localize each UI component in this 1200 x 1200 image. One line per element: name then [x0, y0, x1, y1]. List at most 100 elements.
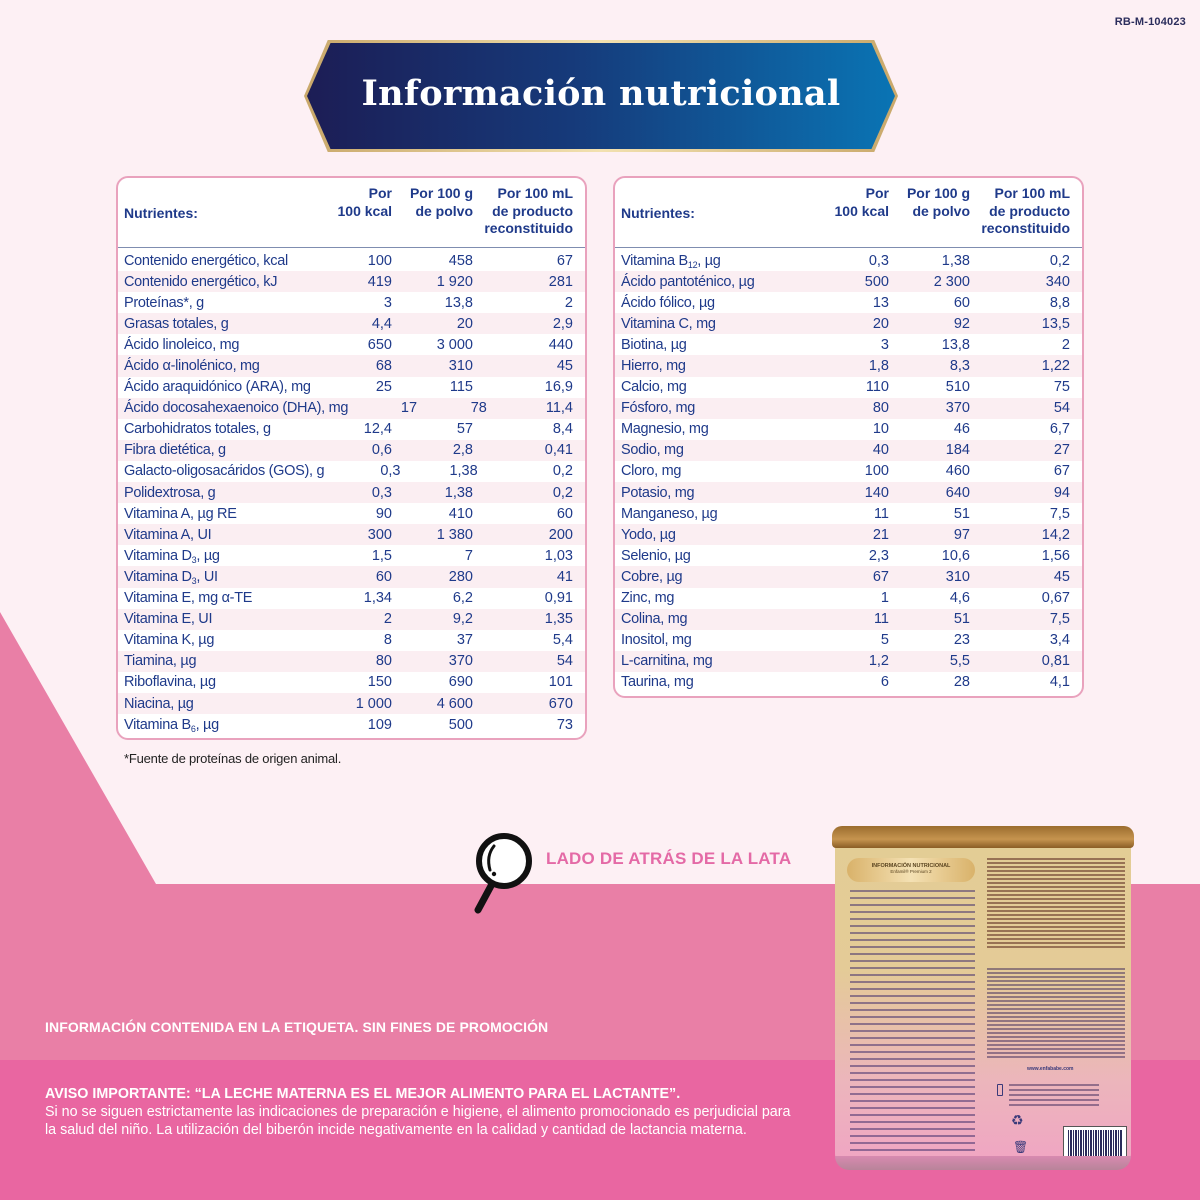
- nutrient-name: Fibra dietética, g: [124, 442, 226, 459]
- table-row: Ácido linoleico, mg 650 3 000 440: [118, 334, 585, 355]
- notice-title: AVISO IMPORTANTE: “LA LECHE MATERNA ES E…: [45, 1086, 681, 1102]
- nutrient-name: Hierro, mg: [621, 358, 686, 375]
- nutrient-name: Carbohidratos totales, g: [124, 421, 271, 438]
- can-bottom-rim: [835, 1156, 1131, 1170]
- table-row: Inositol, mg 5 23 3,4: [615, 630, 1082, 651]
- table-row: Magnesio, mg 10 46 6,7: [615, 419, 1082, 440]
- value-per-100g: 310: [945, 568, 970, 585]
- value-per-100ml: 27: [1053, 442, 1070, 459]
- table-row: Ácido α-linolénico, mg 68 310 45: [118, 355, 585, 377]
- header-per-kcal: Por 100 kcal: [834, 185, 890, 219]
- value-per-100g: 92: [953, 315, 970, 332]
- table-row: Manganeso, µg 11 51 7,5: [615, 503, 1082, 524]
- label-info-disclaimer: INFORMACIÓN CONTENIDA EN LA ETIQUETA. SI…: [45, 1019, 549, 1035]
- value-per-kcal: 2: [383, 611, 392, 628]
- value-per-100ml: 7,5: [1049, 505, 1070, 522]
- table-row: Selenio, µg 2,3 10,6 1,56: [615, 545, 1082, 566]
- footnote: *Fuente de proteínas de origen animal.: [124, 751, 342, 766]
- nutrient-name: Vitamina A, UI: [124, 526, 212, 543]
- value-per-100g: 3 000: [436, 336, 473, 353]
- value-per-kcal: 10: [872, 421, 889, 438]
- value-per-kcal: 8: [383, 632, 392, 649]
- reference-code: RB-M-104023: [1114, 16, 1186, 28]
- value-per-100g: 46: [953, 421, 970, 438]
- nutrient-name: Ácido araquidónico (ARA), mg: [124, 379, 311, 396]
- value-per-kcal: 5: [880, 632, 889, 649]
- value-per-100g: 510: [945, 379, 970, 396]
- nutrient-name: Vitamina D3, µg: [124, 547, 220, 565]
- value-per-kcal: 0,3: [371, 484, 392, 501]
- table-row: Vitamina A, µg RE 90 410 60: [118, 503, 585, 524]
- value-per-100ml: 101: [548, 674, 573, 691]
- value-per-100ml: 440: [548, 336, 573, 353]
- value-per-kcal: 4,4: [371, 315, 392, 332]
- value-per-100g: 460: [945, 463, 970, 480]
- value-per-kcal: 1,2: [868, 653, 889, 670]
- nutrient-name: Potasio, mg: [621, 484, 695, 501]
- table-row: Ácido pantoténico, µg 500 2 300 340: [615, 271, 1082, 293]
- value-per-100ml: 5,4: [552, 632, 573, 649]
- nutrient-name: Fósforo, mg: [621, 400, 696, 417]
- table-row: Vitamina B12, µg 0,3 1,38 0,2: [615, 250, 1082, 271]
- value-per-kcal: 500: [864, 273, 889, 290]
- barcode-bars: [1068, 1130, 1122, 1156]
- table-row: Vitamina B6, µg 109 500 73: [118, 714, 585, 735]
- header-per-kcal: Por 100 kcal: [337, 185, 393, 219]
- value-per-100ml: 45: [1053, 568, 1070, 585]
- nutrient-name: Tiamina, µg: [124, 653, 197, 670]
- value-per-kcal: 100: [864, 463, 889, 480]
- trash-bin-icon: 🗑: [1013, 1140, 1029, 1154]
- value-per-100ml: 11,4: [545, 400, 573, 417]
- nutrition-table-right: Nutrientes: Por 100 kcal Por 100 g de po…: [613, 176, 1084, 698]
- value-per-100ml: 13,5: [1041, 315, 1070, 332]
- value-per-100ml: 1,35: [544, 611, 573, 628]
- table-row: Riboflavina, µg 150 690 101: [118, 672, 585, 693]
- value-per-100g: 2 300: [933, 273, 970, 290]
- can-lid: [832, 826, 1134, 848]
- value-per-100ml: 0,2: [552, 463, 573, 480]
- table-body: Contenido energético, kcal 100 458 67 Conten…: [118, 248, 585, 738]
- nutrient-name: Polidextrosa, g: [124, 484, 216, 501]
- value-per-kcal: 25: [375, 379, 392, 396]
- nutrient-name: Ácido pantoténico, µg: [621, 273, 755, 290]
- table-row: Contenido energético, kJ 419 1 920 281: [118, 271, 585, 293]
- value-per-100g: 640: [945, 484, 970, 501]
- value-per-100ml: 2: [1061, 336, 1070, 353]
- nutrient-name: Niacina, µg: [124, 695, 194, 712]
- value-per-kcal: 419: [367, 273, 392, 290]
- value-per-kcal: 110: [865, 379, 889, 396]
- product-can-image: INFORMACIÓN NUTRICIONAL Enfamil® Premium…: [832, 826, 1134, 1174]
- nutrient-name: Proteínas*, g: [124, 294, 204, 311]
- value-per-kcal: 109: [367, 716, 392, 733]
- nutrient-name: Vitamina E, UI: [124, 611, 213, 628]
- value-per-100ml: 67: [556, 252, 573, 269]
- value-per-kcal: 11: [873, 505, 889, 522]
- value-per-kcal: 60: [375, 568, 392, 585]
- nutrient-name: Colina, mg: [621, 611, 688, 628]
- value-per-100g: 370: [945, 400, 970, 417]
- title-banner: Información nutricional: [304, 40, 898, 152]
- value-per-100g: 115: [449, 379, 473, 396]
- value-per-100g: 23: [953, 632, 970, 649]
- value-per-100ml: 54: [1053, 400, 1070, 417]
- nutrient-name: Contenido energético, kcal: [124, 252, 288, 269]
- table-row: Ácido araquidónico (ARA), mg 25 115 16,9: [118, 377, 585, 398]
- value-per-100ml: 3,4: [1049, 632, 1070, 649]
- can-nutrition-lines: [850, 890, 975, 1155]
- value-per-kcal: 650: [367, 336, 392, 353]
- value-per-100g: 370: [448, 653, 473, 670]
- value-per-100g: 1,38: [449, 463, 478, 480]
- value-per-100ml: 45: [556, 358, 573, 375]
- table-row: Sodio, mg 40 184 27: [615, 439, 1082, 461]
- value-per-100g: 2,8: [452, 442, 473, 459]
- value-per-100g: 4 600: [436, 695, 473, 712]
- table-row: Hierro, mg 1,8 8,3 1,22: [615, 355, 1082, 377]
- value-per-kcal: 90: [375, 505, 392, 522]
- value-per-kcal: 40: [872, 442, 889, 459]
- value-per-kcal: 2,3: [868, 547, 889, 564]
- table-row: Yodo, µg 21 97 14,2: [615, 524, 1082, 546]
- value-per-100g: 9,2: [452, 611, 473, 628]
- value-per-kcal: 12,4: [363, 421, 392, 438]
- value-per-100g: 7: [464, 547, 473, 564]
- value-per-kcal: 80: [872, 400, 889, 417]
